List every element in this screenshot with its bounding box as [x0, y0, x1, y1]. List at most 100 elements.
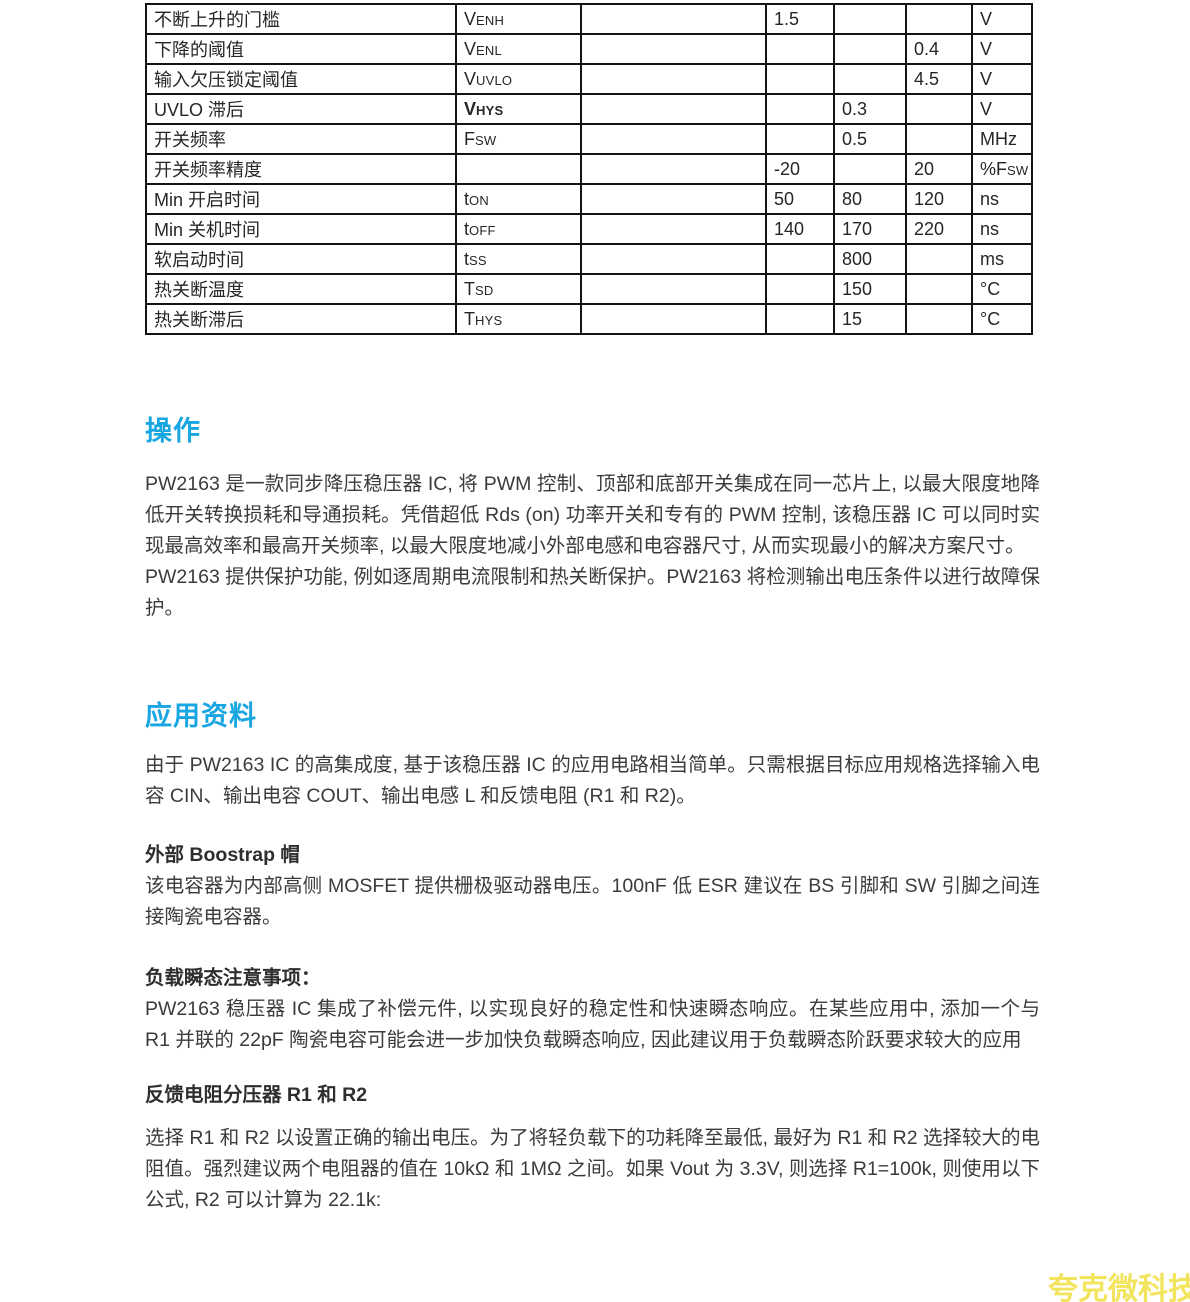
- spec-table-body: 不断上升的门槛 VENH 1.5 V 下降的阈值 VENL 0.4 V 输入欠压…: [145, 3, 1033, 335]
- typ-cell: 170: [833, 213, 907, 245]
- table-row: UVLO 滞后 VHYS 0.3 V: [145, 93, 1033, 125]
- unit-cell: MHz: [971, 123, 1033, 155]
- param-cell: 开关频率精度: [145, 153, 457, 185]
- min-cell: [765, 303, 835, 335]
- symbol-cell: VENH: [455, 3, 582, 35]
- min-cell: [765, 243, 835, 275]
- symbol-cell: VENL: [455, 33, 582, 65]
- unit-cell: ns: [971, 213, 1033, 245]
- bootstrap-cap-paragraph: 该电容器为内部高侧 MOSFET 提供栅极驱动器电压。100nF 低 ESR 建…: [145, 875, 1040, 928]
- application-intro-paragraph: 由于 PW2163 IC 的高集成度, 基于该稳压器 IC 的应用电路相当简单。…: [145, 754, 1040, 807]
- param-cell: Min 开启时间: [145, 183, 457, 215]
- max-cell: 4.5: [905, 63, 973, 95]
- param-cell: 热关断滞后: [145, 303, 457, 335]
- typ-cell: [833, 153, 907, 185]
- symbol-cell: TSD: [455, 273, 582, 305]
- condition-cell: [580, 153, 767, 185]
- unit-cell: ns: [971, 183, 1033, 215]
- unit-cell: V: [971, 63, 1033, 95]
- table-row: 开关频率 FSW 0.5 MHz: [145, 123, 1033, 155]
- table-row: 开关频率精度 -20 20 %FSW: [145, 153, 1033, 185]
- max-cell: 120: [905, 183, 973, 215]
- page-content: 不断上升的门槛 VENH 1.5 V 下降的阈值 VENL 0.4 V 输入欠压…: [145, 0, 1040, 1216]
- param-cell: 不断上升的门槛: [145, 3, 457, 35]
- min-cell: [765, 33, 835, 65]
- watermark: 夸克微科技: [1048, 1273, 1190, 1302]
- electrical-characteristics-table: 不断上升的门槛 VENH 1.5 V 下降的阈值 VENL 0.4 V 输入欠压…: [145, 3, 1033, 335]
- min-cell: 50: [765, 183, 835, 215]
- table-row: 下降的阈值 VENL 0.4 V: [145, 33, 1033, 65]
- param-cell: 输入欠压锁定阈值: [145, 63, 457, 95]
- typ-cell: 150: [833, 273, 907, 305]
- load-transient-paragraph: PW2163 稳压器 IC 集成了补偿元件, 以实现良好的稳定性和快速瞬态响应。…: [145, 998, 1040, 1051]
- typ-cell: [833, 63, 907, 95]
- table-row: 输入欠压锁定阈值 VUVLO 4.5 V: [145, 63, 1033, 95]
- condition-cell: [580, 33, 767, 65]
- condition-cell: [580, 123, 767, 155]
- unit-cell: ms: [971, 243, 1033, 275]
- param-cell: 开关频率: [145, 123, 457, 155]
- unit-cell: %FSW: [971, 153, 1033, 185]
- min-cell: [765, 123, 835, 155]
- typ-cell: 80: [833, 183, 907, 215]
- section-heading-operation: 操作: [145, 416, 201, 446]
- typ-cell: 15: [833, 303, 907, 335]
- table-row: 不断上升的门槛 VENH 1.5 V: [145, 3, 1033, 35]
- condition-cell: [580, 183, 767, 215]
- param-cell: 下降的阈值: [145, 33, 457, 65]
- min-cell: [765, 93, 835, 125]
- symbol-cell: VUVLO: [455, 63, 582, 95]
- param-cell: 热关断温度: [145, 273, 457, 305]
- feedback-divider-paragraph: 选择 R1 和 R2 以设置正确的输出电压。为了将轻负载下的功耗降至最低, 最好…: [145, 1127, 1040, 1211]
- symbol-cell: THYS: [455, 303, 582, 335]
- max-cell: [905, 243, 973, 275]
- min-cell: [765, 273, 835, 305]
- max-cell: [905, 273, 973, 305]
- min-cell: [765, 63, 835, 95]
- condition-cell: [580, 273, 767, 305]
- subsection-title-load-transient: 负载瞬态注意事项：: [145, 967, 321, 989]
- unit-cell: °C: [971, 273, 1033, 305]
- min-cell: -20: [765, 153, 835, 185]
- table-row: Min 开启时间 tON 50 80 120 ns: [145, 183, 1033, 215]
- min-cell: 1.5: [765, 3, 835, 35]
- max-cell: 0.4: [905, 33, 973, 65]
- max-cell: [905, 303, 973, 335]
- min-cell: 140: [765, 213, 835, 245]
- condition-cell: [580, 303, 767, 335]
- condition-cell: [580, 213, 767, 245]
- typ-cell: 0.5: [833, 123, 907, 155]
- condition-cell: [580, 93, 767, 125]
- subsection-title-feedback-divider: 反馈电阻分压器 R1 和 R2: [145, 1084, 368, 1106]
- param-cell: Min 关机时间: [145, 213, 457, 245]
- typ-cell: 800: [833, 243, 907, 275]
- typ-cell: [833, 3, 907, 35]
- symbol-cell: tSS: [455, 243, 582, 275]
- table-row: 热关断滞后 THYS 15 °C: [145, 303, 1033, 335]
- condition-cell: [580, 243, 767, 275]
- max-cell: [905, 123, 973, 155]
- max-cell: [905, 3, 973, 35]
- symbol-cell: [455, 153, 582, 185]
- unit-cell: V: [971, 93, 1033, 125]
- subsection-title-bootstrap-cap: 外部 Boostrap 帽: [145, 844, 300, 866]
- max-cell: 20: [905, 153, 973, 185]
- symbol-cell: tON: [455, 183, 582, 215]
- typ-cell: [833, 33, 907, 65]
- unit-cell: °C: [971, 303, 1033, 335]
- table-row: 热关断温度 TSD 150 °C: [145, 273, 1033, 305]
- unit-cell: V: [971, 3, 1033, 35]
- symbol-cell: tOFF: [455, 213, 582, 245]
- operation-paragraph-2: PW2163 提供保护功能, 例如逐周期电流限制和热关断保护。PW2163 将检…: [145, 566, 1040, 619]
- condition-cell: [580, 3, 767, 35]
- max-cell: [905, 93, 973, 125]
- condition-cell: [580, 63, 767, 95]
- max-cell: 220: [905, 213, 973, 245]
- table-row: Min 关机时间 tOFF 140 170 220 ns: [145, 213, 1033, 245]
- operation-paragraph-1: PW2163 是一款同步降压稳压器 IC, 将 PWM 控制、顶部和底部开关集成…: [145, 473, 1040, 557]
- param-cell: 软启动时间: [145, 243, 457, 275]
- table-row: 软启动时间 tSS 800 ms: [145, 243, 1033, 275]
- section-heading-application-info: 应用资料: [145, 701, 257, 731]
- symbol-cell: FSW: [455, 123, 582, 155]
